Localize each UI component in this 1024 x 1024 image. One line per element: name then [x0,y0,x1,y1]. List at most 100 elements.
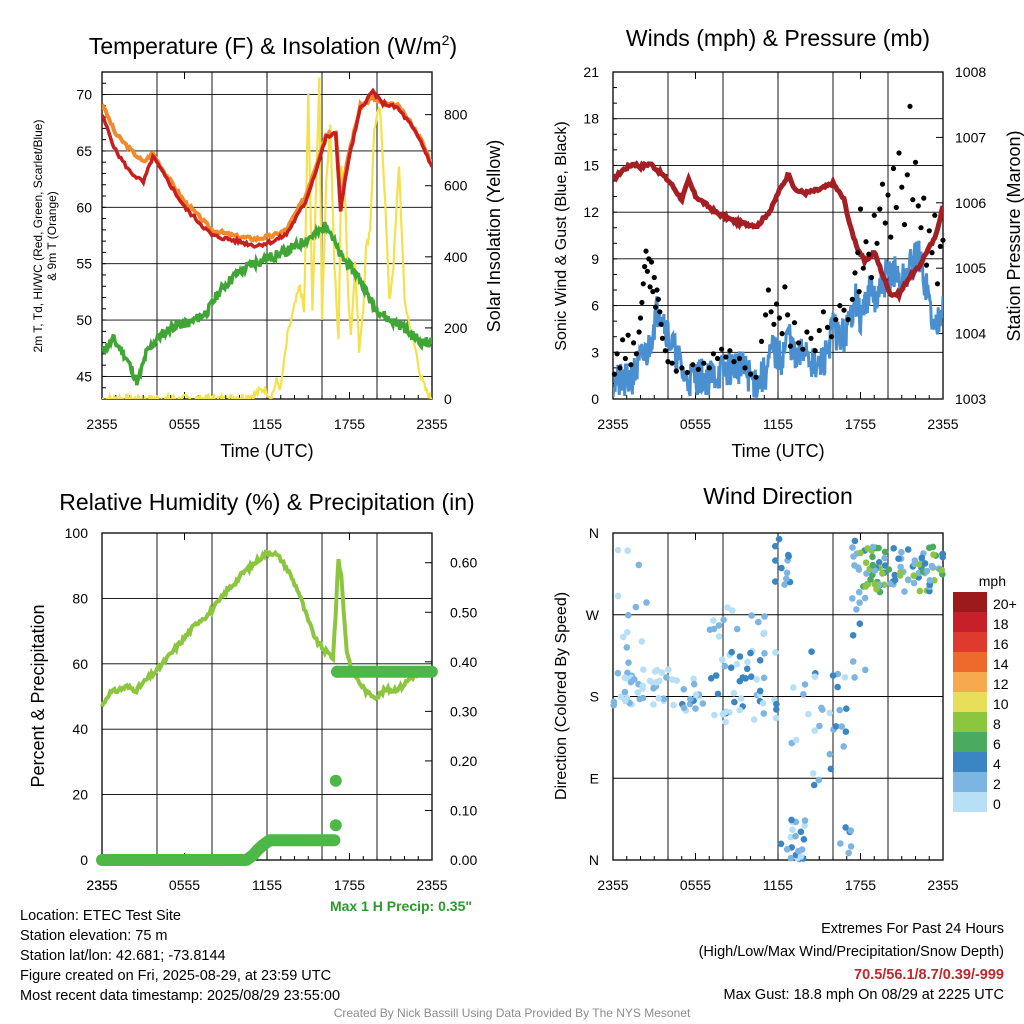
dir-legend-label: 16 [993,636,1009,652]
temp-x-tick-label: 1155 [252,416,282,432]
dir-scatter-point [736,706,743,714]
dir-scatter-point [904,546,912,553]
dir-scatter-point [930,551,937,558]
dir-scatter-point [747,673,755,680]
dir-scatter-point [808,648,815,655]
dir-scatter-point [721,662,729,670]
dir-scatter-point [619,633,627,641]
winds-gust-point [620,337,626,343]
winds-gust-point [774,301,780,307]
dir-legend-swatch [953,652,987,672]
rh-x-tick-label: 1155 [252,877,282,893]
winds-gust-point [855,250,861,256]
dir-scatter-point [690,680,698,688]
winds-gust-point [785,312,791,318]
dir-legend-swatch [953,732,987,752]
dir-scatter-point [840,743,847,750]
dir-scatter-point [800,691,807,698]
winds-gust-point [659,335,666,341]
winds-y2-axis-label: Station Pressure (Maroon) [1004,130,1024,341]
winds-y-tick-label: 15 [583,157,599,173]
winds-gust-point [888,234,894,240]
temp-series-insolation-line [102,77,432,399]
temp-title-sup: 2 [442,32,450,48]
winds-gust-point [650,289,656,295]
winds-x-tick-label: 0555 [680,416,711,432]
dir-scatter-point [658,669,666,676]
winds-gust-point [791,320,798,326]
dir-scatter-point [923,567,931,575]
dir-legend-swatch [953,772,987,792]
winds-gust-point [706,365,712,371]
dir-legend-label: 12 [993,676,1009,692]
dir-scatter-point [692,705,699,712]
dir-x-tick-label: 1155 [763,877,793,893]
dir-scatter-point [650,685,657,692]
dir-scatter-point [720,616,727,624]
winds-gust-point [910,197,916,203]
winds-gust-point [747,371,754,377]
winds-chart-title: Winds (mph) & Pressure (mb) [626,25,930,51]
dir-legend-label: 2 [993,776,1001,792]
winds-gust-point [628,362,634,368]
temp-y2-tick-label: 800 [444,107,468,123]
dir-scatter-point [829,672,837,679]
winds-gust-point [856,289,862,295]
rh-x-tick-label: 1755 [334,877,365,893]
winds-gust-point [673,368,679,374]
dir-scatter-point [687,695,694,703]
rh-y-axis-label: Percent & Precipitation [28,604,48,787]
winds-x-tick-label: 1755 [845,416,876,432]
temp-y-tick-label: 60 [76,199,92,215]
winds-gust-point [679,365,685,371]
extremes-values: 70.5/56.1/8.7/0.39/-999 [854,967,1004,983]
dir-scatter-point [929,543,937,551]
dir-legend-label: 20+ [993,596,1017,612]
dir-scatter-point [772,578,779,585]
winds-y2-tick-label: 1007 [955,129,986,145]
elevation-text: Station elevation: 75 m [20,928,168,944]
dir-scatter-point [783,569,791,577]
winds-y-tick-label: 3 [591,344,599,360]
dir-scatter-point [863,570,870,577]
dir-scatter-point [624,628,631,636]
dir-scatter-point [811,673,819,680]
winds-gust-point [614,351,620,357]
winds-gust-point [833,317,839,323]
winds-gust-point [829,334,835,340]
winds-y2-tick-label: 1006 [955,195,986,211]
dir-scatter-point [898,548,905,556]
temp-y-tick-label: 65 [76,143,92,159]
winds-gust-point [804,329,810,335]
winds-gust-point [640,281,646,287]
rh-precip-point [425,665,438,678]
winds-gust-point [857,206,864,212]
rh-y2-tick-label: 0.40 [450,654,477,670]
temp-y2-tick-label: 0 [444,391,452,407]
dir-scatter-point [756,687,764,695]
dir-scatter-point [788,816,795,824]
winds-gust-point [723,354,729,360]
dir-scatter-point [640,666,647,673]
dir-scatter-point [710,617,717,624]
dir-scatter-point [843,705,850,712]
dir-scatter-point [805,710,812,718]
rh-x-tick-label: 2355 [86,877,117,893]
winds-gust-point [940,237,946,243]
dir-scatter-point [753,676,760,683]
dir-y-tick-label: E [590,770,599,786]
winds-gust-point [758,338,765,344]
dir-scatter-point [895,555,902,562]
winds-y2-tick-label: 1003 [955,391,986,407]
dir-scatter-point [625,611,632,619]
dir-scatter-point [845,849,852,857]
winds-gust-point [896,150,902,156]
rh-precip-point [329,819,342,832]
dir-scatter-point [819,706,826,713]
winds-gust-point [915,203,921,209]
dir-scatter-point [910,572,918,579]
dir-legend-swatch [953,632,987,652]
dir-y-tick-label: S [590,689,599,705]
dir-scatter-point [673,677,680,684]
winds-gust-point [852,270,858,276]
